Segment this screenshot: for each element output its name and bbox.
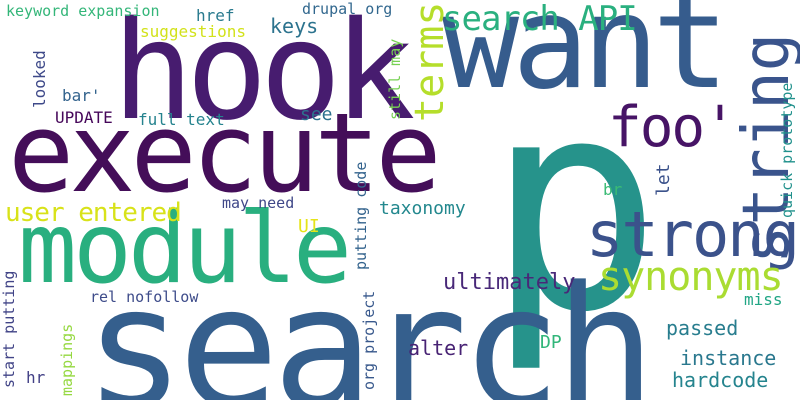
word-hr: hr [26, 368, 46, 387]
word-start-putting: start putting [0, 270, 18, 388]
word-mappings: mappings [58, 323, 76, 396]
word-foo: foo' [608, 95, 737, 160]
word-looked: looked [30, 50, 49, 108]
word-execute: execute [8, 89, 442, 217]
word-bar: bar' [62, 86, 101, 105]
word-ui: UI [298, 216, 320, 237]
word-href: href [196, 6, 235, 25]
word-passed: passed [666, 316, 739, 340]
word-ultimately: ultimately [443, 270, 576, 295]
word-miss: miss [744, 290, 783, 309]
word-still-may: still may [386, 38, 404, 120]
word-hardcode: hardcode [672, 368, 769, 392]
word-full-text: full text [138, 110, 225, 129]
word-rel-nofollow: rel nofollow [90, 288, 199, 306]
word-dp: DP [540, 332, 562, 353]
word-drupal-org: drupal org [302, 0, 393, 18]
word-org-project: org project [360, 290, 378, 390]
word-synonyms: synonyms [598, 254, 784, 300]
word-keys: keys [270, 14, 319, 38]
word-user-entered: user entered [5, 198, 182, 228]
word-quick-prototype: quick prototype [778, 82, 796, 218]
word-search-api: search API [442, 0, 638, 39]
word-update: UPDATE [55, 108, 113, 127]
word-putting-code: putting code [352, 161, 370, 270]
word-keyword-expansion: keyword expansion [6, 2, 160, 20]
word-alter: alter [408, 336, 469, 360]
word-may-need: may need [222, 194, 295, 212]
word-module: module [18, 192, 352, 306]
word-let: let [653, 163, 674, 196]
word-see: see [300, 104, 333, 125]
word-p: p [486, 36, 662, 376]
word-hook: hook [112, 0, 416, 151]
word-br: br [603, 180, 623, 199]
word-taxonomy: taxonomy [379, 198, 466, 219]
word-suggestions: suggestions [140, 22, 246, 41]
word-instance: instance [680, 346, 777, 370]
word-string: strong [586, 198, 800, 271]
word-want: want [442, 0, 729, 118]
word-search: search [84, 250, 656, 400]
